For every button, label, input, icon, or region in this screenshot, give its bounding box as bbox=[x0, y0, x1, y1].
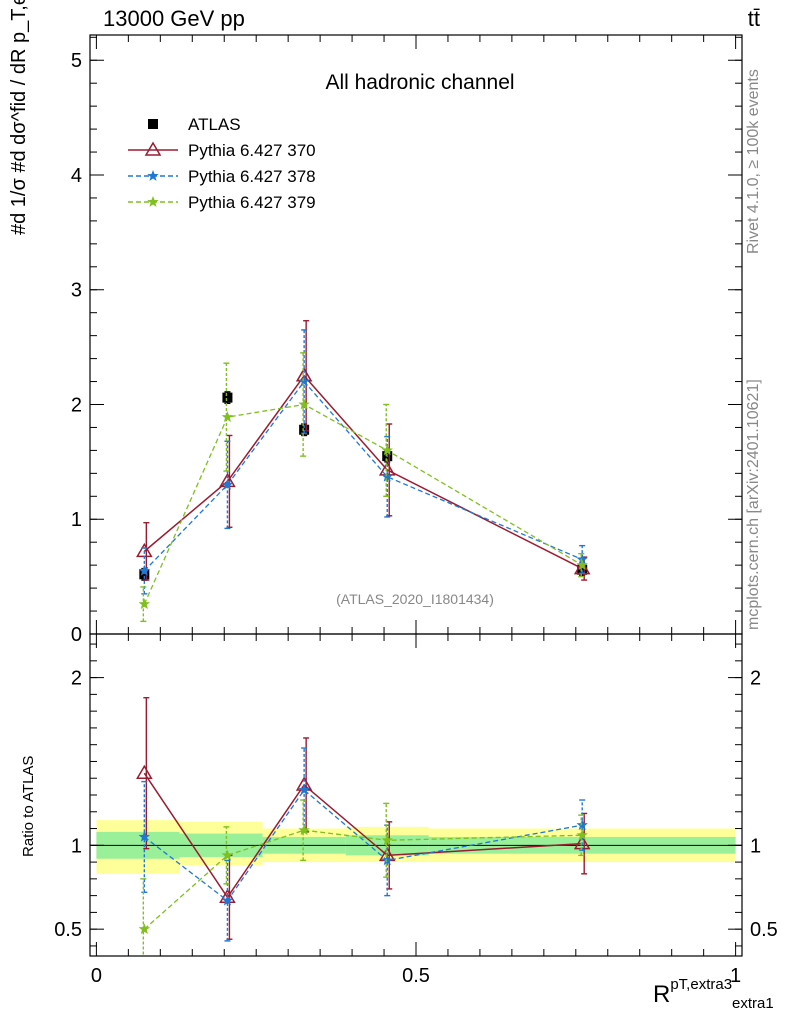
data-point bbox=[298, 784, 310, 795]
y-tick-label: 0 bbox=[71, 624, 82, 646]
series-line bbox=[143, 403, 583, 605]
data-point bbox=[221, 894, 234, 906]
data-point bbox=[577, 564, 588, 575]
legend-label: ATLAS bbox=[188, 115, 241, 134]
legend-marker bbox=[144, 141, 162, 156]
ratio-y-axis-label: Ratio to ATLAS bbox=[20, 755, 37, 857]
x-axis-label: RpT,extra3extra1 bbox=[653, 976, 774, 1012]
y-tick-label: 3 bbox=[71, 280, 82, 302]
data-point bbox=[136, 764, 153, 779]
x-axis-label-sup: pT,extra3 bbox=[670, 976, 733, 993]
data-point bbox=[138, 923, 150, 934]
data-point bbox=[299, 424, 310, 435]
legend-entry: Pythia 6.427 370 bbox=[128, 141, 316, 160]
data-point bbox=[298, 824, 310, 836]
data-point bbox=[222, 392, 233, 403]
data-point bbox=[298, 375, 310, 387]
x-tick-label: 0 bbox=[91, 965, 102, 987]
y-tick-label: 2 bbox=[750, 668, 761, 690]
data-point bbox=[381, 854, 393, 866]
legend-label: Pythia 6.427 378 bbox=[188, 167, 316, 186]
series-pythia-6-427-379 bbox=[138, 352, 588, 623]
series-pythia-6-427-370 bbox=[136, 320, 591, 581]
data-point bbox=[381, 834, 393, 846]
main-y-axis-label: #d 1/σ #d dσ^fid / dR p_T,extra3 / extra… bbox=[8, 0, 31, 235]
data-point bbox=[298, 398, 310, 410]
legend-entry: Pythia 6.427 378 bbox=[128, 167, 316, 186]
main-y-axis-label-text: #d 1/σ #d dσ^fid / dR p_T,extra3 / extra… bbox=[8, 0, 30, 235]
series-line bbox=[143, 829, 583, 930]
data-point bbox=[576, 819, 588, 830]
legend-marker bbox=[147, 196, 159, 207]
chart-title: All hadronic channel bbox=[325, 71, 514, 94]
x-tick-label: 0.5 bbox=[402, 965, 430, 987]
panel-frame bbox=[89, 633, 743, 957]
beam-energy-label: 13000 GeV pp bbox=[103, 6, 245, 31]
series-line bbox=[143, 374, 583, 570]
y-tick-label: 5 bbox=[71, 50, 82, 72]
y-tick-label: 1 bbox=[750, 835, 761, 857]
data-layer bbox=[136, 320, 591, 623]
legend-label: Pythia 6.427 379 bbox=[188, 193, 316, 212]
y-tick-label: 2 bbox=[71, 394, 82, 416]
mcplots-credit-label: mcplots.cern.ch [arXiv:2401.10621] bbox=[745, 379, 762, 630]
rivet-version-label: Rivet 4.1.0, ≥ 100k events bbox=[745, 69, 762, 254]
data-point bbox=[138, 830, 150, 842]
legend-marker bbox=[147, 170, 159, 181]
data-point bbox=[576, 829, 588, 841]
series-pythia-6-427-379 bbox=[138, 799, 588, 956]
data-point bbox=[381, 444, 393, 456]
y-tick-label: 0.5 bbox=[750, 919, 778, 941]
y-tick-label: 1 bbox=[71, 835, 82, 857]
x-axis-label-sub: extra1 bbox=[732, 994, 774, 1012]
y-tick-label: 4 bbox=[71, 165, 82, 187]
data-point bbox=[576, 559, 588, 570]
y-tick-label: 0.5 bbox=[54, 919, 82, 941]
process-label: tt̄ bbox=[747, 6, 760, 31]
data-point bbox=[221, 849, 234, 861]
ratio-panel: 0.5 0.5 1 1 2 2 0 0.5 1 bbox=[54, 633, 778, 987]
data-point bbox=[138, 564, 150, 576]
data-layer bbox=[136, 697, 591, 956]
data-point bbox=[221, 411, 234, 422]
legend-label: Pythia 6.427 370 bbox=[188, 141, 316, 160]
x-axis-label-base: R bbox=[653, 981, 671, 1008]
data-point bbox=[139, 569, 150, 580]
series-line bbox=[143, 380, 583, 572]
analysis-watermark: (ATLAS_2020_I1801434) bbox=[336, 591, 494, 607]
data-point bbox=[576, 553, 588, 565]
data-point bbox=[138, 598, 150, 609]
main-panel: 0 1 2 3 4 5 bbox=[71, 34, 743, 646]
series-pythia-6-427-378 bbox=[138, 747, 588, 942]
data-point bbox=[381, 470, 393, 482]
series-pythia-6-427-370 bbox=[136, 697, 591, 940]
x-tick-label: 1 bbox=[730, 965, 741, 987]
y-tick-label: 2 bbox=[71, 668, 82, 690]
legend: ATLAS Pythia 6.427 370 Pythia 6.427 378 Pyt… bbox=[128, 115, 316, 212]
legend-entry: Pythia 6.427 379 bbox=[128, 193, 316, 212]
legend-marker bbox=[148, 119, 158, 129]
series-atlas bbox=[139, 391, 588, 581]
series-pythia-6-427-378 bbox=[138, 329, 588, 595]
data-point bbox=[221, 478, 234, 490]
y-tick-label: 1 bbox=[71, 509, 82, 531]
data-point bbox=[136, 542, 153, 558]
legend-entry: ATLAS bbox=[148, 115, 241, 134]
